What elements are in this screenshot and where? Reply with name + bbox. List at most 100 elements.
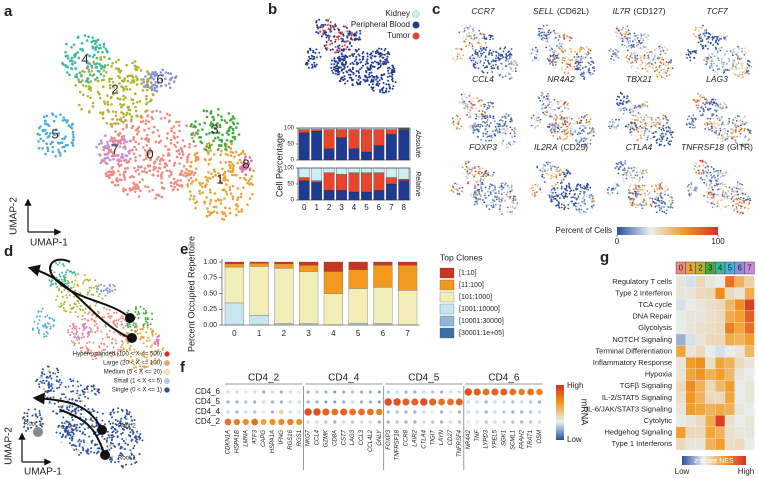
cell-dot [213, 126, 217, 130]
cell-dot [477, 165, 480, 168]
cell-dot [465, 171, 467, 174]
cell-dot [341, 38, 344, 41]
cell-dot [648, 130, 650, 133]
cell-dot [501, 185, 503, 188]
cell-dot [229, 164, 232, 168]
cell-dot [483, 105, 486, 108]
cell-dot [127, 160, 130, 164]
cell-dot [140, 137, 143, 140]
cell-dot [192, 198, 195, 201]
cell-dot [698, 30, 700, 33]
protein-name: (CD127) [633, 6, 665, 16]
cell-dot [664, 202, 666, 205]
cell-dot [473, 63, 475, 65]
cell-dot [743, 129, 746, 132]
cluster-label: 4 [81, 51, 88, 66]
cell-dot [251, 183, 254, 187]
cell-dot [625, 102, 628, 104]
cell-dot [552, 60, 554, 62]
cell-dot [742, 76, 744, 78]
cell-dot [552, 134, 555, 137]
cell-dot [552, 127, 554, 129]
cell-dot [225, 183, 228, 186]
cell-dot [554, 197, 557, 200]
cell-dot [707, 126, 709, 129]
cell-dot [716, 123, 719, 126]
cell-dot [510, 186, 513, 188]
cell-dot [376, 80, 379, 83]
cell-dot [216, 113, 220, 117]
bar-segment [348, 172, 360, 193]
cell-dot [721, 63, 724, 66]
bar-segment [348, 191, 360, 201]
cell-dot [501, 54, 503, 56]
cell-dot [482, 64, 485, 67]
cell-dot [350, 78, 353, 81]
cell-dot [350, 33, 353, 36]
cell-dot [243, 152, 247, 156]
cell-dot [204, 175, 207, 179]
bar-segment [311, 180, 323, 183]
cell-dot [134, 159, 137, 162]
cell-dot [499, 123, 501, 125]
cell-dot [80, 42, 84, 45]
cell-dot [129, 81, 133, 84]
cell-dot [611, 118, 614, 121]
cell-dot [149, 76, 153, 80]
cell-dot [145, 94, 148, 98]
cell-dot [89, 96, 92, 100]
cell-dot [92, 60, 95, 64]
cell-dot [514, 70, 517, 73]
cell-dot [334, 60, 337, 63]
cell-dot [149, 98, 153, 102]
cell-dot [719, 138, 722, 140]
cell-dot [627, 42, 630, 44]
cell-dot [741, 73, 744, 76]
cell-dot [169, 138, 173, 142]
cell-dot [470, 37, 473, 40]
cell-dot [590, 193, 593, 196]
cell-dot [153, 167, 156, 170]
cell-dot [110, 172, 114, 176]
cell-dot [79, 47, 82, 51]
cell-dot [549, 129, 552, 132]
cell-dot [585, 121, 588, 124]
cell-dot [554, 66, 556, 69]
cell-dot [553, 108, 556, 111]
cell-dot [566, 121, 569, 124]
cell-dot [492, 115, 495, 118]
cell-dot [732, 51, 735, 53]
cell-dot [224, 214, 228, 217]
cell-dot [485, 170, 488, 172]
cell-dot [537, 125, 539, 127]
cluster-label: 3 [211, 121, 218, 136]
cell-dot [736, 54, 739, 57]
cell-dot [731, 132, 733, 135]
cell-dot [333, 28, 336, 31]
cell-dot [453, 118, 456, 121]
cell-dot [371, 54, 374, 57]
cell-dot [72, 43, 76, 47]
cell-dot [492, 204, 495, 207]
cell-dot [553, 169, 556, 172]
cell-dot [653, 124, 656, 127]
cell-dot [323, 32, 326, 35]
cell-dot [204, 185, 207, 189]
cell-dot [747, 129, 750, 132]
cell-dot [495, 128, 498, 131]
cell-dot [565, 50, 567, 53]
cell-dot [179, 173, 183, 176]
cell-dot [59, 154, 62, 157]
cell-dot [129, 157, 132, 161]
cell-dot [235, 173, 238, 177]
cell-dot [454, 182, 456, 185]
cell-dot [467, 160, 470, 163]
cell-dot [194, 120, 197, 123]
cell-dot [563, 130, 566, 133]
cell-dot [582, 125, 585, 127]
cell-dot [713, 121, 715, 124]
cell-dot [654, 202, 656, 205]
cell-dot [510, 120, 513, 123]
cell-dot [176, 179, 180, 182]
cell-dot [42, 115, 46, 119]
